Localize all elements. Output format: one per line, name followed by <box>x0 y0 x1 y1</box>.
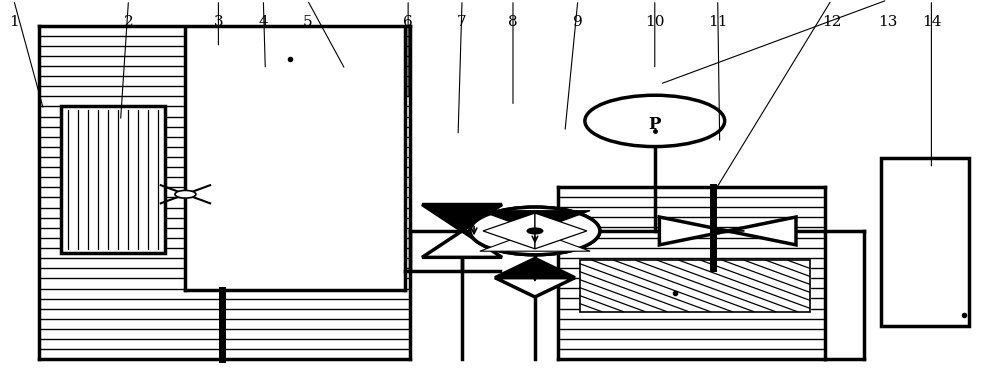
Text: 13: 13 <box>878 14 897 29</box>
Polygon shape <box>535 213 587 249</box>
Polygon shape <box>580 260 810 312</box>
Text: 5: 5 <box>302 14 312 29</box>
Polygon shape <box>483 213 535 249</box>
Polygon shape <box>728 217 796 245</box>
Bar <box>61 106 165 253</box>
Text: 3: 3 <box>214 14 223 29</box>
Polygon shape <box>422 204 502 231</box>
Text: 6: 6 <box>403 14 413 29</box>
Text: 9: 9 <box>573 14 583 29</box>
Circle shape <box>470 207 600 255</box>
Circle shape <box>470 207 600 255</box>
Text: 4: 4 <box>258 14 268 29</box>
Bar <box>881 158 969 326</box>
Polygon shape <box>659 217 728 245</box>
Text: 12: 12 <box>822 14 841 29</box>
Circle shape <box>175 190 196 198</box>
Text: 11: 11 <box>708 14 727 29</box>
Polygon shape <box>495 259 575 278</box>
Text: 1: 1 <box>9 14 19 29</box>
Polygon shape <box>480 211 590 231</box>
Polygon shape <box>422 231 502 257</box>
Polygon shape <box>495 278 575 297</box>
Text: 2: 2 <box>124 14 133 29</box>
Text: 10: 10 <box>645 14 665 29</box>
Text: P: P <box>649 116 661 133</box>
Bar <box>580 260 810 312</box>
Text: 7: 7 <box>457 14 467 29</box>
Polygon shape <box>480 231 590 251</box>
Circle shape <box>585 95 725 147</box>
Text: 14: 14 <box>922 14 941 29</box>
Text: 8: 8 <box>508 14 518 29</box>
Polygon shape <box>185 27 405 290</box>
Circle shape <box>527 228 543 234</box>
